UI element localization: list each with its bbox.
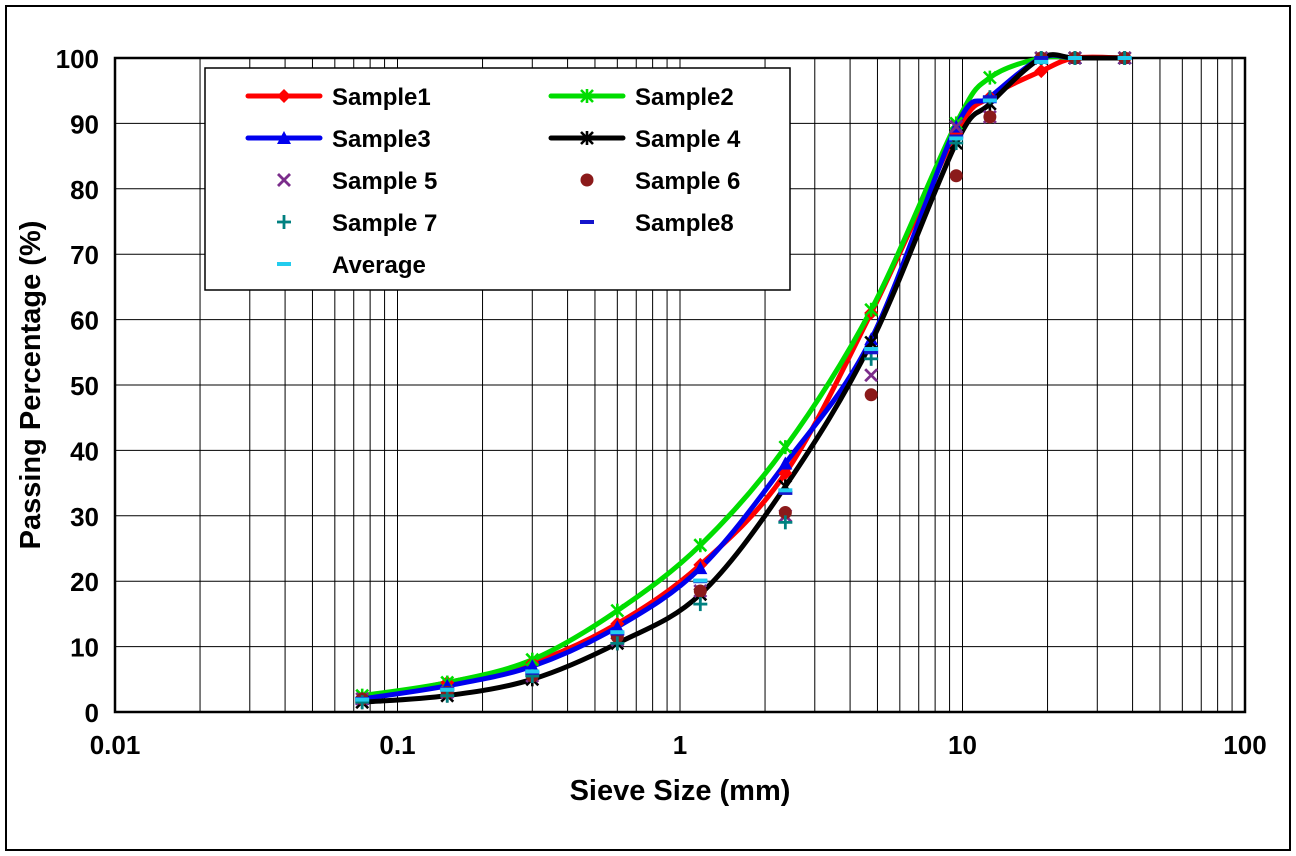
y-tick-label: 0 xyxy=(85,698,99,728)
legend-label: Average xyxy=(332,252,426,279)
legend-item-sample2: Sample2 xyxy=(548,84,734,111)
x-marker xyxy=(949,119,964,134)
triangle-marker xyxy=(525,659,540,673)
triangle-marker xyxy=(778,456,793,470)
star-marker xyxy=(580,89,594,103)
legend-item-sample-6: Sample 6 xyxy=(580,168,740,195)
legend-item-average: Average xyxy=(277,252,426,279)
star-marker xyxy=(864,302,879,317)
legend-box xyxy=(204,67,791,291)
legend-label: Sample 7 xyxy=(332,210,437,237)
y-tick-label: 80 xyxy=(70,175,99,205)
star-marker xyxy=(610,603,625,618)
circle-marker xyxy=(778,506,792,520)
series-sample-7 xyxy=(355,51,1132,710)
triangle-marker xyxy=(277,131,291,144)
legend-label: Sample2 xyxy=(635,84,734,111)
plus-marker xyxy=(778,515,793,530)
circle-marker xyxy=(580,173,594,187)
star-marker xyxy=(778,440,793,455)
circle-marker xyxy=(949,169,963,183)
legend-label: Sample1 xyxy=(332,84,431,111)
legend-item-sample8: Sample8 xyxy=(580,210,734,237)
x-marker xyxy=(864,368,879,383)
y-tick-label: 20 xyxy=(70,567,99,597)
series-markers xyxy=(355,51,1132,710)
x-tick-label: 10 xyxy=(948,730,977,760)
legend-item-sample1: Sample1 xyxy=(245,84,431,111)
legend-label: Sample 6 xyxy=(635,168,740,195)
y-tick-label: 10 xyxy=(70,633,99,663)
legend: Sample1 Sample2 Sample3 Sample 4 Sample 5 Sam… xyxy=(204,67,791,291)
x-tick-label: 100 xyxy=(1223,730,1266,760)
legend-item-sample-7: Sample 7 xyxy=(277,210,437,237)
y-tick-label: 90 xyxy=(70,109,99,139)
x-tick-label: 0.01 xyxy=(90,730,141,760)
star-marker xyxy=(693,538,708,553)
plot-border xyxy=(113,56,1247,714)
diamond-marker xyxy=(1034,64,1049,79)
x-axis-title: Sieve Size (mm) xyxy=(570,775,791,807)
y-tick-label: 100 xyxy=(56,44,99,74)
diamond-marker xyxy=(277,89,291,103)
legend-item-sample3: Sample3 xyxy=(245,126,431,153)
y-tick-label: 40 xyxy=(70,436,99,466)
legend-label: Sample3 xyxy=(332,126,431,153)
x-tick-label: 1 xyxy=(673,730,687,760)
y-tick-label: 60 xyxy=(70,306,99,336)
x-tick-label: 0.1 xyxy=(379,730,415,760)
circle-marker xyxy=(864,388,878,402)
y-axis-title: Passing Percentage (%) xyxy=(15,221,47,550)
star-marker xyxy=(982,70,997,85)
triangle-marker xyxy=(610,619,625,633)
diamond-marker xyxy=(778,466,793,481)
legend-label: Sample8 xyxy=(635,210,734,237)
outer-border xyxy=(5,5,1291,851)
plus-marker xyxy=(610,636,625,651)
asterisk-marker xyxy=(580,131,594,145)
circle-marker xyxy=(693,584,707,598)
plus-marker xyxy=(693,597,708,612)
series-average xyxy=(355,56,1132,702)
y-tick-label: 50 xyxy=(70,371,99,401)
legend-item-sample-5: Sample 5 xyxy=(277,168,437,195)
plus-marker xyxy=(277,215,291,229)
x-marker xyxy=(277,173,291,187)
legend-label: Sample 5 xyxy=(332,168,437,195)
circle-marker xyxy=(983,110,997,124)
y-tick-label: 70 xyxy=(70,240,99,270)
y-tick-label: 30 xyxy=(70,502,99,532)
axis-tick-labels: 0 10 20 30 40 50 60 70 80 90 100 0.01 0.1 1 10 100 xyxy=(56,44,1267,760)
triangle-marker xyxy=(693,561,708,575)
legend-label: Sample 4 xyxy=(635,126,741,153)
legend-item-sample-4: Sample 4 xyxy=(548,126,741,153)
